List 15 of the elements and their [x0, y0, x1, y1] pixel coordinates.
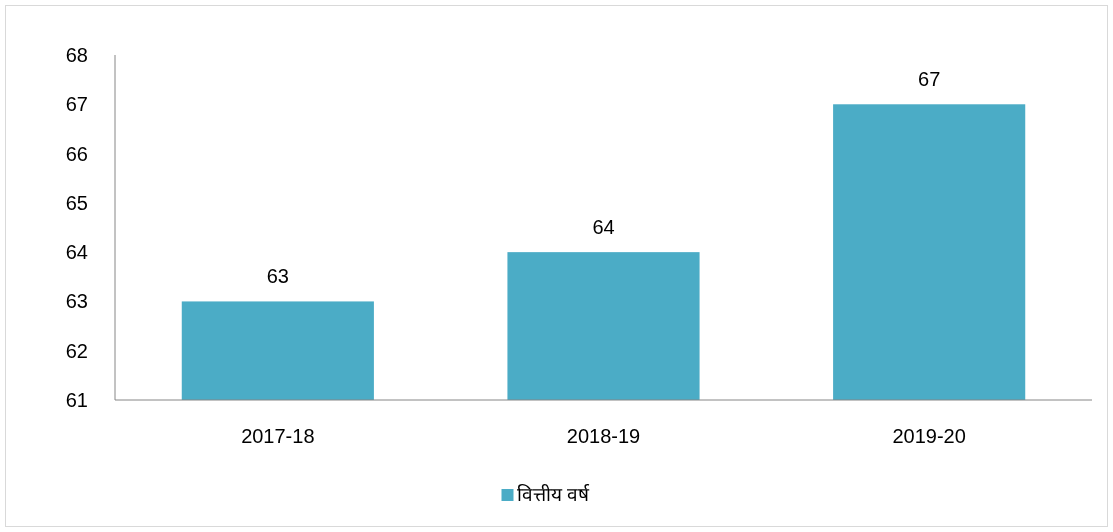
data-label: 63	[266, 265, 289, 288]
x-tick-label: 2017-18	[241, 425, 315, 447]
data-label: 67	[918, 68, 941, 91]
x-tick-label: 2018-19	[566, 425, 641, 447]
y-tick-label: 68	[65, 44, 88, 66]
y-tick-label: 64	[65, 241, 88, 264]
y-tick-label: 66	[65, 142, 88, 165]
y-tick-label: 61	[65, 389, 88, 411]
data-label: 64	[592, 216, 615, 239]
x-tick-label: 2019-20	[892, 425, 966, 447]
y-tick-label: 65	[65, 191, 88, 214]
y-tick-label: 62	[65, 339, 88, 362]
y-tick-label: 67	[65, 93, 88, 116]
y-tick-label: 63	[65, 290, 88, 313]
legend-label: वित्तीय वर्ष	[516, 483, 590, 505]
